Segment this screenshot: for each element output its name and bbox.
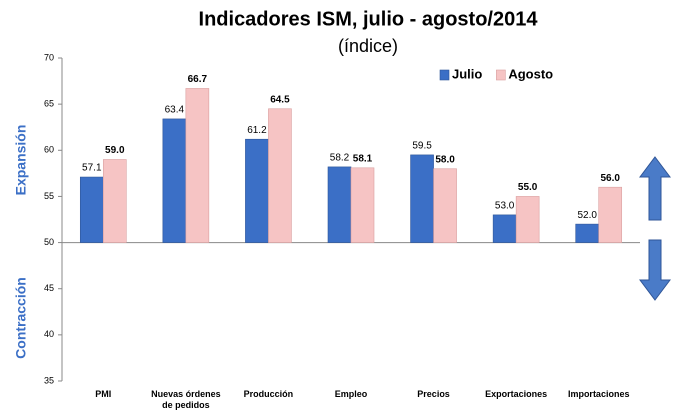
bar: [245, 138, 269, 243]
y-tick-label: 55: [44, 191, 54, 201]
bar: [162, 118, 187, 243]
data-label: 57.1: [82, 163, 102, 174]
data-label: 53.0: [495, 201, 515, 212]
bar: [598, 186, 623, 243]
x-tick-label-box: Importaciones: [567, 389, 630, 399]
data-label: 56.0: [600, 173, 620, 184]
x-tick-label: Importaciones: [567, 389, 630, 399]
x-tick-label: Producción: [243, 389, 294, 399]
bar: [433, 168, 457, 243]
data-label: 59.5: [412, 141, 432, 152]
arrow-up: [639, 156, 671, 221]
bar: [410, 154, 434, 243]
x-tick-label: Precios: [417, 389, 450, 399]
data-label: 63.4: [165, 105, 185, 116]
y-tick-label: 60: [44, 145, 54, 155]
data-label: 55.0: [518, 182, 538, 193]
bar: [492, 214, 517, 243]
x-tick-label: Exportaciones: [485, 389, 548, 399]
x-tick-label-box: PMI: [95, 389, 112, 399]
data-label: 66.7: [188, 74, 208, 85]
legend-label: Julio: [452, 66, 482, 81]
arrow-down: [639, 239, 671, 301]
y-tick-label: 50: [44, 237, 54, 247]
y-tick-label: 45: [44, 283, 54, 293]
bar: [102, 159, 127, 243]
data-label: 64.5: [270, 94, 290, 105]
data-label: 52.0: [577, 210, 597, 221]
x-tick-label: Empleo: [334, 389, 368, 399]
chart-title: Indicadores ISM, julio - agosto/2014: [199, 8, 539, 30]
data-label: 58.1: [353, 153, 373, 164]
x-tick-label-box: Exportaciones: [485, 389, 548, 399]
data-label: 61.2: [247, 125, 267, 136]
x-tick-label: PMI: [95, 389, 112, 399]
bar: [327, 166, 352, 243]
y-tick-label: 35: [44, 375, 54, 385]
bar: [515, 196, 540, 243]
bar: [350, 167, 375, 243]
bar: [575, 223, 600, 243]
y-tick-label: 40: [44, 329, 54, 339]
chart-subtitle: (índice): [338, 36, 398, 56]
data-label: 59.0: [105, 145, 125, 156]
annotation: Contracción: [13, 277, 29, 359]
legend-swatch: [496, 69, 506, 81]
legend-label: Agosto: [508, 66, 553, 81]
x-tick-label-box: Producción: [243, 389, 294, 399]
x-tick-label-box: Nuevas órdenes de pedidos: [151, 389, 221, 410]
bar: [268, 108, 292, 243]
annotation: Expansión: [13, 125, 29, 196]
x-tick-label-box: Precios: [417, 389, 450, 399]
legend-swatch: [439, 69, 450, 81]
x-tick-label: Nuevas órdenes de pedidos: [151, 389, 221, 410]
bar: [79, 176, 104, 243]
x-tick-label-box: Empleo: [334, 389, 368, 399]
data-label: 58.0: [435, 154, 455, 165]
y-tick-label: 70: [44, 52, 54, 62]
data-label: 58.2: [330, 153, 350, 164]
bar: [185, 88, 210, 243]
y-tick-label: 65: [44, 99, 54, 109]
